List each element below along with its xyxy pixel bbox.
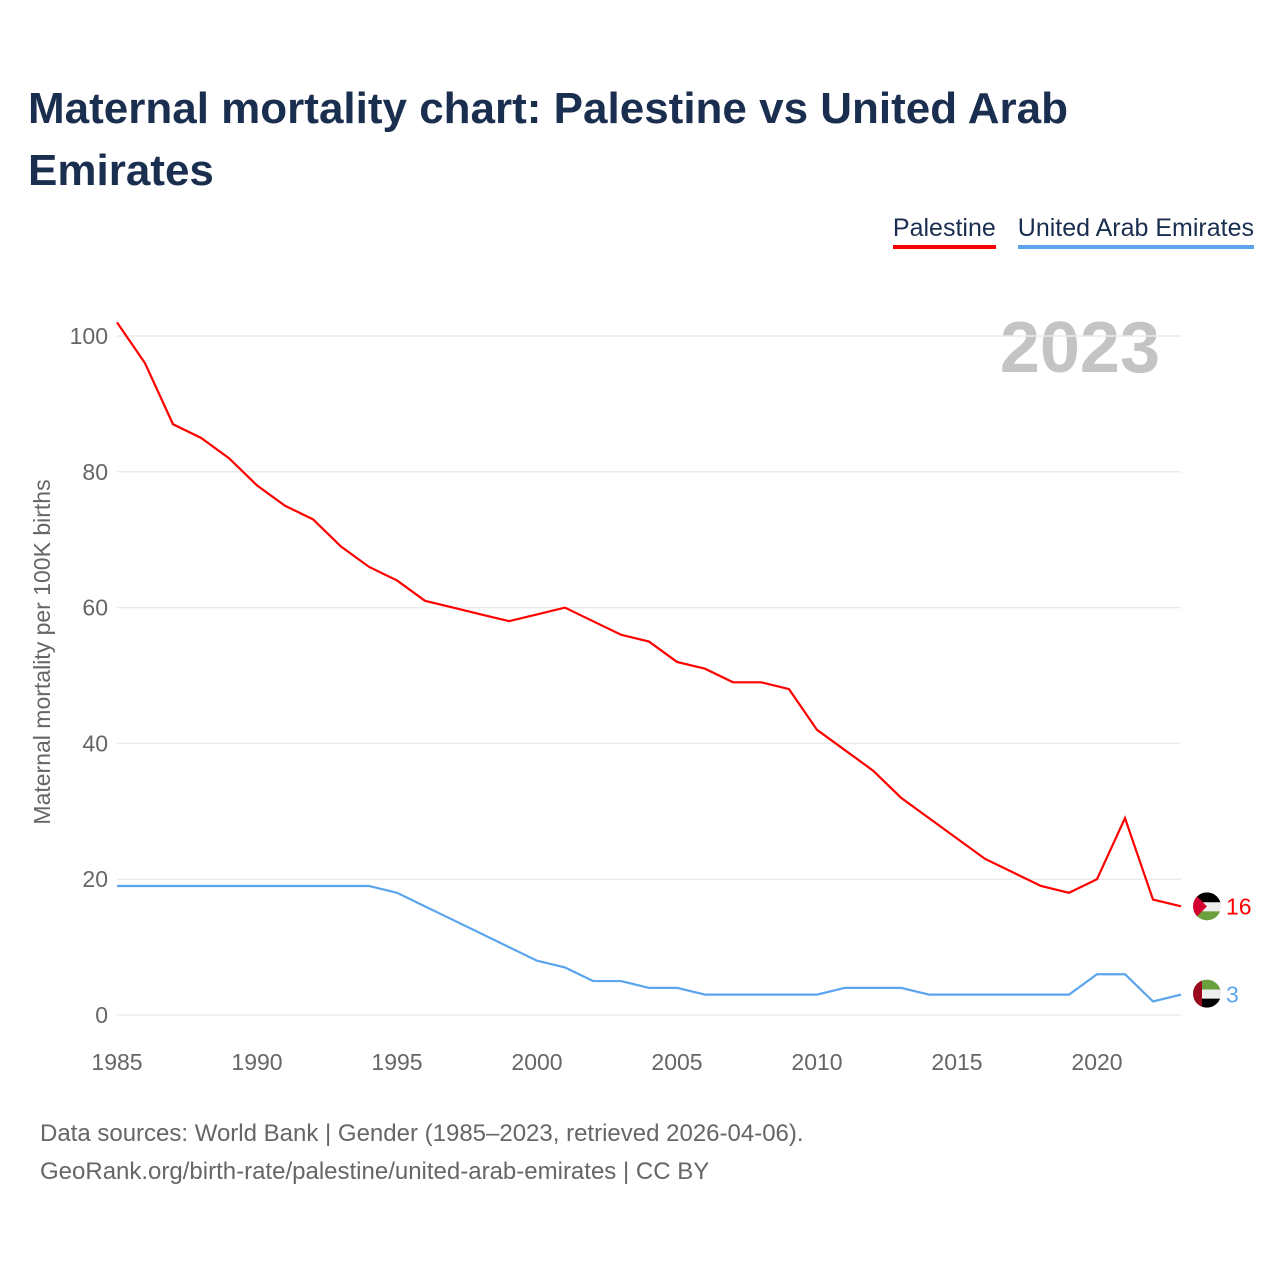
end-value-label: 3 — [1226, 982, 1239, 1008]
legend-uae[interactable]: United Arab Emirates — [1017, 214, 1254, 249]
y-tick-label: 60 — [82, 595, 108, 621]
x-tick-label: 2005 — [651, 1049, 702, 1075]
y-axis-label: Maternal mortality per 100K births — [29, 479, 55, 824]
end-value-label: 16 — [1226, 893, 1252, 919]
x-tick-label: 2000 — [511, 1049, 562, 1075]
y-tick-label: 0 — [95, 1002, 108, 1028]
y-tick-label: 80 — [82, 459, 108, 485]
x-tick-label: 2015 — [931, 1049, 982, 1075]
y-tick-label: 20 — [82, 866, 108, 892]
year-label: 2023 — [1000, 308, 1160, 388]
series-line-0 — [116, 321, 1182, 908]
uae-flag-icon — [1193, 979, 1221, 1008]
y-tick-label: 100 — [70, 323, 108, 349]
x-tick-label: 1985 — [91, 1049, 142, 1075]
series-line-1 — [117, 884, 1182, 1003]
legend: Palestine United Arab Emirates — [892, 214, 1254, 249]
legend-palestine[interactable]: Palestine — [892, 214, 996, 249]
page-title: Maternal mortality chart: Palestine vs U… — [28, 84, 1068, 195]
y-tick-label: 40 — [82, 730, 108, 756]
palestine-flag-icon — [1193, 892, 1221, 921]
x-tick-label: 2020 — [1071, 1049, 1122, 1075]
x-tick-label: 2010 — [791, 1049, 842, 1075]
footer-sources: Data sources: World Bank | Gender (1985–… — [40, 1120, 804, 1147]
x-tick-label: 1990 — [231, 1049, 282, 1075]
x-tick-label: 1995 — [371, 1049, 422, 1075]
footer-link[interactable]: GeoRank.org/birth-rate/palestine/united-… — [40, 1158, 710, 1185]
